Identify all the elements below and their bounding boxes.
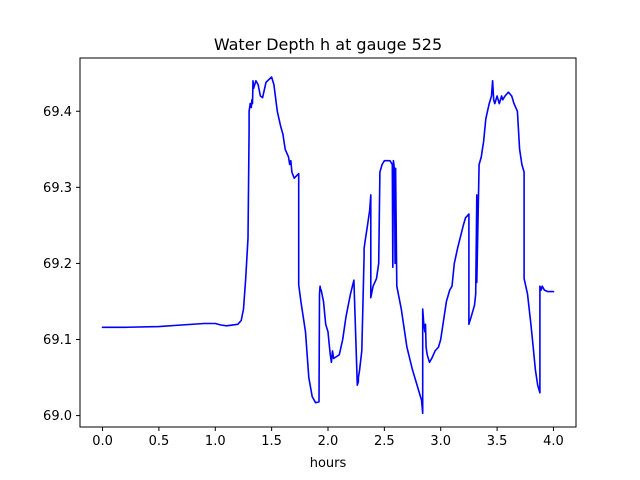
y-tick-label: 69.3 <box>43 181 72 196</box>
x-axis-label: hours <box>310 456 347 471</box>
y-tick-label: 69.0 <box>43 409 72 424</box>
series-line-0 <box>101 76 555 415</box>
x-tick-label: 0.0 <box>92 434 113 449</box>
x-tick-label: 3.5 <box>487 434 508 449</box>
y-tick-label: 69.2 <box>43 257 72 272</box>
x-tick-label: 0.5 <box>149 434 170 449</box>
x-tick-label: 2.0 <box>318 434 339 449</box>
x-tick-label: 1.0 <box>205 434 226 449</box>
axes: 0.0 0.5 1.0 1.5 2.0 2.5 3.0 3.5 4.0 69.0 69.1 69.2 6… <box>43 57 577 449</box>
plot-area <box>101 76 555 415</box>
x-tick-label: 2.5 <box>374 434 395 449</box>
y-tick-label: 69.1 <box>43 333 72 348</box>
x-tick-label: 1.5 <box>261 434 282 449</box>
y-tick-label: 69.4 <box>43 105 72 120</box>
x-tick-label: 3.0 <box>430 434 451 449</box>
x-tick-label: 4.0 <box>543 434 564 449</box>
chart-title: Water Depth h at gauge 525 <box>214 35 442 54</box>
